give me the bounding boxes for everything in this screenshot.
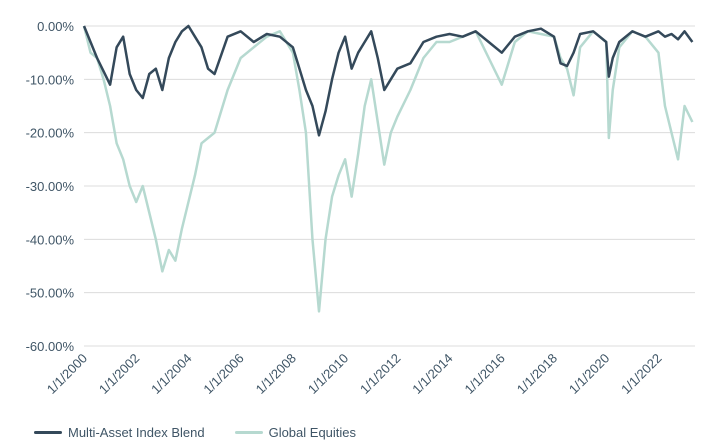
legend-swatch-global-equities [234, 431, 263, 434]
x-tick-label: 1/1/2010 [305, 351, 351, 397]
legend-label-multi-asset: Multi-Asset Index Blend [68, 425, 205, 440]
x-tick-label: 1/1/2020 [566, 351, 612, 397]
x-tick-label: 1/1/2002 [96, 351, 142, 397]
series-lines [82, 24, 694, 313]
y-tick-label: 0.00% [37, 19, 74, 34]
legend-item-multi-asset: Multi-Asset Index Blend [34, 425, 205, 440]
legend-label-global-equities: Global Equities [268, 425, 357, 440]
x-axis: 1/1/2000 1/1/2002 1/1/2004 1/1/2006 1/1/2008… [44, 351, 665, 397]
x-tick-label: 1/1/2016 [462, 351, 508, 397]
x-tick-label: 1/1/2006 [200, 351, 246, 397]
grid-lines [84, 25, 695, 347]
x-tick-label: 1/1/2012 [357, 351, 403, 397]
x-tick-label: 1/1/2022 [618, 351, 664, 397]
legend-item-global-equities: Global Equities [234, 425, 357, 440]
y-tick-label: -20.00% [26, 126, 75, 141]
legend: Multi-Asset Index Blend Global Equities [34, 425, 386, 440]
y-tick-label: -30.00% [26, 179, 75, 194]
y-axis: 0.00% -10.00% -20.00% -30.00% -40.00% -50.00%… [26, 19, 75, 354]
legend-swatch-multi-asset [34, 431, 62, 434]
y-tick-label: -60.00% [26, 339, 75, 354]
x-tick-label: 1/1/2018 [514, 351, 560, 397]
series-line-multi-asset [82, 24, 694, 137]
x-tick-label: 1/1/2014 [409, 351, 455, 397]
y-tick-label: -40.00% [26, 232, 75, 247]
y-tick-label: -50.00% [26, 286, 75, 301]
y-tick-label: -10.00% [26, 72, 75, 87]
series-line-global-equities [82, 25, 694, 313]
x-tick-label: 1/1/2000 [44, 351, 90, 397]
x-tick-label: 1/1/2008 [253, 351, 299, 397]
x-tick-label: 1/1/2004 [148, 351, 194, 397]
